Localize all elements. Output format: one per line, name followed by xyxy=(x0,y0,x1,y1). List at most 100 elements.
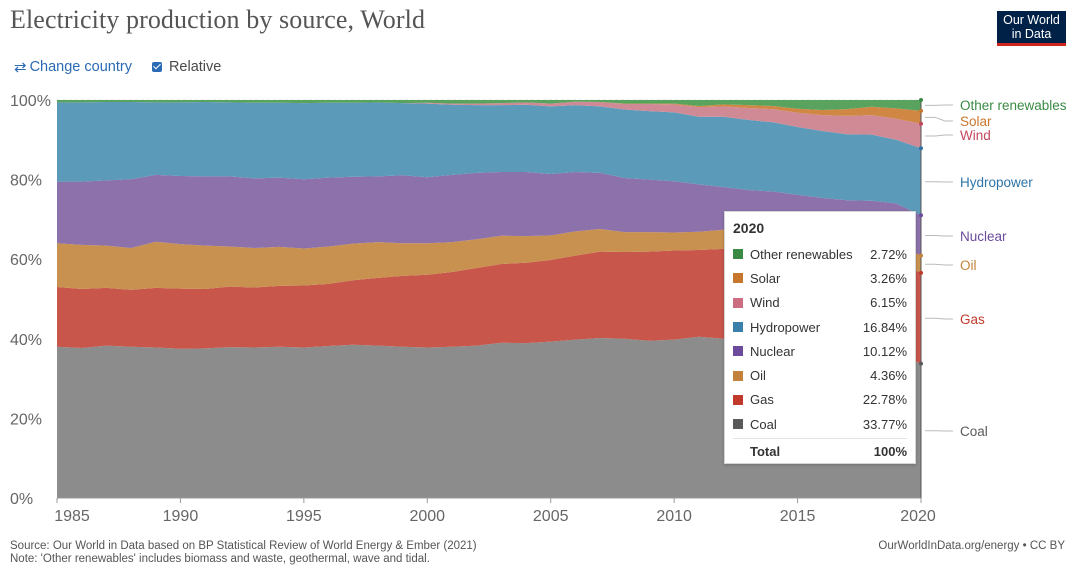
hover-point xyxy=(919,98,923,102)
area-hydropower xyxy=(57,101,921,216)
area-coal xyxy=(57,336,921,498)
series-label: Solar xyxy=(960,114,992,129)
chart-controls: ⇄ Change country Relative xyxy=(14,58,221,76)
relative-toggle[interactable]: Relative xyxy=(151,59,222,75)
tooltip-row: Hydropower 16.84% xyxy=(733,315,907,339)
hover-point xyxy=(919,253,923,258)
series-label: Other renewables xyxy=(960,98,1067,113)
y-tick-label: 100% xyxy=(10,93,51,110)
tooltip-swatch xyxy=(733,273,743,284)
series-label: Gas xyxy=(960,312,985,327)
y-tick-label: 60% xyxy=(10,252,42,269)
tooltip-year: 2020 xyxy=(733,220,765,236)
change-country-label: Change country xyxy=(29,59,132,75)
owid-logo[interactable]: Our World in Data xyxy=(997,11,1066,46)
hover-point xyxy=(919,270,923,275)
tooltip-row-value: 6.15% xyxy=(870,295,907,311)
source-note: Source: Our World in Data based on BP St… xyxy=(10,540,477,552)
logo-accent-bar xyxy=(997,43,1066,46)
tooltip-row: Gas 22.78% xyxy=(733,388,907,412)
footnote: Note: 'Other renewables' includes biomas… xyxy=(10,553,430,565)
leader-line xyxy=(925,234,953,237)
logo-line-2: in Data xyxy=(1011,27,1052,41)
tooltip-swatch xyxy=(733,322,743,333)
year-tooltip: 2020 Other renewables 2.72% Solar 3.26% Wind… xyxy=(724,211,916,464)
y-tick-label: 40% xyxy=(10,332,42,349)
tooltip-rows: Other renewables 2.72% Solar 3.26% Wind 6.15%… xyxy=(733,242,907,436)
area-wind xyxy=(57,101,921,149)
area-nuclear xyxy=(57,172,921,256)
end-labels: Coal Gas Oil Nuclear Hydropower WindSolarOthe… xyxy=(925,98,1067,439)
tooltip-row-name: Gas xyxy=(750,392,774,408)
tooltip-swatch xyxy=(733,346,743,357)
series-label: Wind xyxy=(960,128,991,143)
swap-arrows-icon: ⇄ xyxy=(14,59,27,76)
checkbox-checked-icon[interactable] xyxy=(151,62,162,72)
y-tick-label: 0% xyxy=(10,491,33,508)
y-tick-label: 20% xyxy=(10,411,42,428)
tooltip-swatch xyxy=(733,419,743,430)
leader-line xyxy=(925,317,953,320)
leader-line xyxy=(925,134,953,137)
y-tick-label: 80% xyxy=(10,173,42,190)
area-other-renewables xyxy=(57,100,921,111)
tooltip-row-value: 10.12% xyxy=(862,343,907,359)
tooltip-row: Coal 33.77% xyxy=(733,412,907,436)
tooltip-swatch xyxy=(733,394,743,405)
x-tick-label: 2010 xyxy=(656,508,692,525)
tooltip-total-row: Total 100% xyxy=(733,438,907,463)
tooltip-total-label: Total xyxy=(750,444,781,460)
area-oil xyxy=(57,228,921,290)
tooltip-row: Oil 4.36% xyxy=(733,363,907,387)
logo-line-1: Our World xyxy=(1003,13,1060,27)
area-gas xyxy=(57,248,921,364)
tooltip-row-value: 33.77% xyxy=(862,416,907,432)
tooltip-row-name: Nuclear xyxy=(750,343,795,359)
tooltip-row-name: Wind xyxy=(750,295,780,311)
y-axis: 0% 20% 40% 60% 80% 100% xyxy=(10,93,51,508)
tooltip-row-value: 16.84% xyxy=(862,319,907,335)
change-country-button[interactable]: ⇄ Change country xyxy=(14,58,132,76)
area-series xyxy=(57,98,923,498)
series-label: Hydropower xyxy=(960,175,1033,190)
x-tick-label: 2005 xyxy=(533,508,569,525)
hover-point xyxy=(919,121,923,126)
relative-label: Relative xyxy=(168,59,222,75)
tooltip-row-name: Solar xyxy=(750,270,781,286)
hover-point xyxy=(919,213,923,218)
hover-point xyxy=(919,361,923,366)
tooltip-row-name: Other renewables xyxy=(750,246,853,262)
footer-notes: Source: Our World in Data based on BP St… xyxy=(10,540,477,566)
tooltip-total-value: 100% xyxy=(873,444,907,460)
series-label: Coal xyxy=(960,424,988,439)
x-tick-label: 2000 xyxy=(409,508,445,525)
series-label: Nuclear xyxy=(960,229,1007,244)
tooltip-row: Wind 6.15% xyxy=(733,291,907,315)
tooltip-row-name: Hydropower xyxy=(750,319,821,335)
hover-point xyxy=(919,146,923,151)
tooltip-row-name: Oil xyxy=(750,368,766,384)
tooltip-row: Other renewables 2.72% xyxy=(733,242,907,266)
hover-point xyxy=(919,108,923,113)
x-tick-label: 1990 xyxy=(163,508,199,525)
x-tick-label: 2015 xyxy=(780,508,816,525)
tooltip-swatch xyxy=(733,370,743,381)
tooltip-row: Solar 3.26% xyxy=(733,266,907,290)
footer-link[interactable]: OurWorldInData.org/energy • CC BY xyxy=(878,540,1065,552)
tooltip-row-name: Coal xyxy=(750,416,777,432)
tooltip-swatch xyxy=(733,249,743,260)
leader-line xyxy=(925,263,953,266)
x-tick-label: 1985 xyxy=(54,508,90,525)
tooltip-row-value: 2.72% xyxy=(870,246,907,262)
leader-line xyxy=(925,116,953,122)
x-axis: 1985 1990 1995 2000 2005 2010 2015 2020 xyxy=(54,497,936,525)
chart-title: Electricity production by source, World xyxy=(10,5,426,34)
series-label: Oil xyxy=(960,258,977,273)
tooltip-swatch xyxy=(733,297,743,308)
x-tick-label: 2020 xyxy=(900,508,936,525)
tooltip-row: Nuclear 10.12% xyxy=(733,339,907,363)
tooltip-row-value: 4.36% xyxy=(870,368,907,384)
tooltip-row-value: 3.26% xyxy=(870,270,907,286)
x-tick-label: 1995 xyxy=(286,508,322,525)
